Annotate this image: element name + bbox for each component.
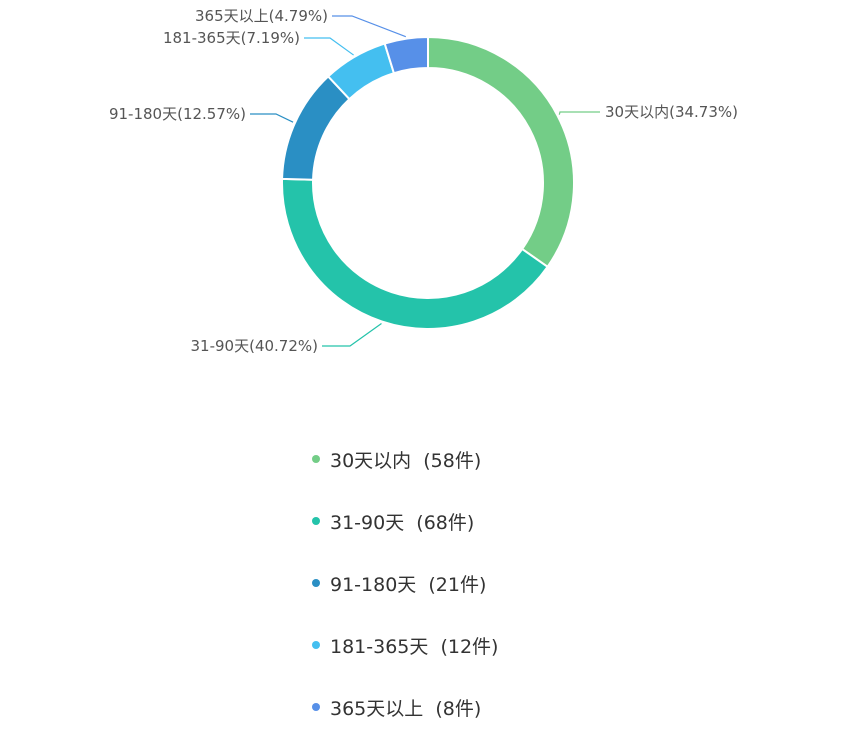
legend-item-31-90-days[interactable]: 31-90天 (68件) bbox=[312, 506, 732, 536]
legend-label: 31-90天 (68件) bbox=[330, 511, 475, 534]
slice-label: 365天以上(4.79%) bbox=[195, 7, 328, 25]
slice-label: 31-90天(40.72%) bbox=[191, 337, 319, 355]
slice-91-180-days[interactable] bbox=[281, 75, 351, 181]
leader-line bbox=[332, 15, 407, 38]
slice-labels: 30天以内(34.73%) 31-90天(40.72%) 91-180天(12.57… bbox=[109, 7, 738, 355]
leader-line bbox=[558, 111, 600, 115]
slice-label: 181-365天(7.19%) bbox=[163, 29, 300, 47]
legend-item-181-365-days[interactable]: 181-365天 (12件) bbox=[312, 630, 732, 660]
leader-line bbox=[250, 113, 294, 123]
legend-item-91-180-days[interactable]: 91-180天 (21件) bbox=[312, 568, 732, 598]
leader-line bbox=[304, 37, 354, 56]
legend-item-30-days[interactable]: 30天以内 (58件) bbox=[312, 444, 732, 474]
legend-dot-icon bbox=[312, 455, 320, 463]
legend-dot-icon bbox=[312, 517, 320, 525]
legend-label: 365天以上 (8件) bbox=[330, 697, 482, 720]
label-leader-lines bbox=[250, 15, 600, 347]
legend-label: 30天以内 (58件) bbox=[330, 449, 482, 472]
slice-30-days[interactable] bbox=[427, 35, 575, 269]
slice-31-90-days[interactable] bbox=[281, 177, 549, 330]
chart-legend: 30天以内 (58件) 31-90天 (68件) 91-180天 (21件) 1… bbox=[312, 444, 732, 754]
legend-label: 181-365天 (12件) bbox=[330, 635, 499, 658]
slice-label: 91-180天(12.57%) bbox=[109, 105, 246, 123]
slice-label: 30天以内(34.73%) bbox=[605, 103, 738, 121]
slice-over-365-days[interactable] bbox=[383, 35, 429, 75]
legend-dot-icon bbox=[312, 579, 320, 587]
legend-label: 91-180天 (21件) bbox=[330, 573, 487, 596]
legend-dot-icon bbox=[312, 641, 320, 649]
donut-slices bbox=[281, 35, 575, 330]
legend-item-over-365-days[interactable]: 365天以上 (8件) bbox=[312, 692, 732, 722]
legend-dot-icon bbox=[312, 703, 320, 711]
leader-line bbox=[322, 323, 382, 347]
